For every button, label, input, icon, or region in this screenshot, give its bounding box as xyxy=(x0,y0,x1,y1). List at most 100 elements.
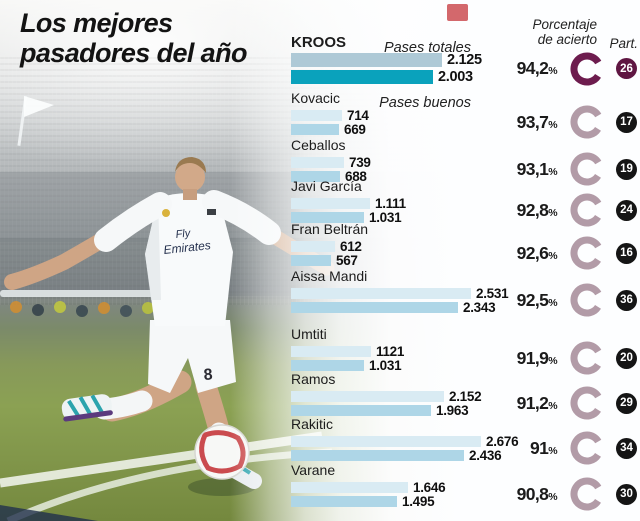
accuracy-ring-icon xyxy=(570,236,604,270)
accuracy-value: 91,9% xyxy=(516,347,558,368)
total-passes-value: 714 xyxy=(347,107,369,123)
accuracy-ring-icon xyxy=(570,283,604,317)
matches-badge: 17 xyxy=(616,111,637,133)
player-row: Varane 1.646 1.495 90,8% 30 xyxy=(291,462,637,511)
accuracy-ring-icon xyxy=(570,152,604,186)
player-name: Fran Beltrán xyxy=(291,221,369,237)
total-passes-value: 2.125 xyxy=(447,52,482,68)
player-name: Kovacic xyxy=(291,90,341,106)
good-passes-value: 2.343 xyxy=(463,299,496,315)
good-passes-value: 567 xyxy=(336,252,358,268)
accuracy-ring-icon xyxy=(570,52,604,85)
player-bars: 714 669 xyxy=(291,107,637,137)
total-passes-bar xyxy=(291,197,370,209)
player-row: Aissa Mandi 2.531 2.343 92,5% 36 xyxy=(291,268,637,317)
matches-badge: 19 xyxy=(616,158,637,180)
player-name: Ramos xyxy=(291,371,336,387)
player-name: Aissa Mandi xyxy=(291,268,368,284)
total-passes-bar xyxy=(291,345,371,357)
accuracy-ring-icon xyxy=(570,193,604,227)
accuracy-ring-icon xyxy=(570,431,604,465)
player-bars: 2.531 2.343 xyxy=(291,285,637,315)
matches-badge: 29 xyxy=(616,392,637,414)
player-name: Rakitic xyxy=(291,416,334,432)
player-bars: 739 688 xyxy=(291,154,637,184)
total-passes-bar xyxy=(291,287,471,299)
accuracy-value: 92,5% xyxy=(516,289,558,310)
player-row: Kovacic 714 669 93,7% 17 xyxy=(291,90,637,139)
player-row: Umtiti 1121 1.031 91,9% 20 xyxy=(291,326,637,375)
player-name: Ceballos xyxy=(291,137,346,153)
accuracy-value: 94,2% xyxy=(516,58,558,78)
good-passes-bar xyxy=(291,449,464,461)
player-row: Javi García 1.111 1.031 92,8% 24 xyxy=(291,178,637,227)
good-passes-bar xyxy=(291,254,331,266)
good-passes-bar xyxy=(291,123,339,135)
player-bars: 1.646 1.495 xyxy=(291,479,637,509)
good-passes-value: 1.031 xyxy=(369,357,402,373)
total-passes-bar xyxy=(291,53,442,67)
good-passes-value: 2.003 xyxy=(438,69,473,85)
title-line1: Los mejores xyxy=(20,8,173,38)
total-passes-bar xyxy=(291,390,444,402)
participation-header: Part. xyxy=(609,36,638,51)
title-line2: pasadores del año xyxy=(20,38,247,68)
accuracy-ring-icon xyxy=(570,477,604,511)
good-passes-value: 2.436 xyxy=(469,447,502,463)
player-bars: 1121 1.031 xyxy=(291,343,637,373)
player-row: Ceballos 739 688 93,1% 19 xyxy=(291,137,637,186)
good-passes-bar xyxy=(291,301,458,313)
total-passes-bar xyxy=(291,240,335,252)
page-title: Los mejores pasadores del año xyxy=(20,8,247,68)
accuracy-value: 92,8% xyxy=(516,199,558,220)
player-name: Javi García xyxy=(291,178,362,194)
accuracy-ring-icon xyxy=(570,386,604,420)
matches-badge: 26 xyxy=(616,58,637,79)
total-passes-value: 612 xyxy=(340,238,362,254)
total-passes-header: Pases totales xyxy=(383,40,471,56)
matches-badge: 34 xyxy=(616,437,637,459)
total-passes-value: 2.676 xyxy=(486,433,519,449)
player-bars: 2.125 2.003 xyxy=(291,52,637,85)
good-passes-bar xyxy=(291,70,433,84)
player-bars: 2.152 1.963 xyxy=(291,388,637,418)
accuracy-value: 90,8% xyxy=(516,483,558,504)
accuracy-ring-icon xyxy=(570,105,604,139)
player-row: Fran Beltrán 612 567 92,6% 16 xyxy=(291,221,637,270)
total-passes-value: 1.646 xyxy=(413,479,446,495)
player-name: KROOS xyxy=(291,34,347,51)
accuracy-value: 92,6% xyxy=(516,242,558,263)
matches-badge: 20 xyxy=(616,347,637,369)
matches-badge: 36 xyxy=(616,289,637,311)
total-passes-value: 1.111 xyxy=(375,195,406,211)
good-passes-bar xyxy=(291,170,340,182)
good-passes-value: 1.963 xyxy=(436,402,469,418)
total-passes-value: 2.152 xyxy=(449,388,482,404)
total-passes-value: 2.531 xyxy=(476,285,509,301)
good-passes-value: 1.031 xyxy=(369,209,402,225)
good-passes-header: Pases buenos xyxy=(379,95,471,111)
passes-chart: Pases totales Pases buenos Porcentaje de… xyxy=(285,0,640,521)
good-passes-value: 669 xyxy=(344,121,366,137)
jumbotron-red-screen xyxy=(447,4,468,21)
accuracy-value: 93,7% xyxy=(516,111,558,132)
total-passes-bar xyxy=(291,109,342,121)
accuracy-ring-icon xyxy=(570,341,604,375)
good-passes-value: 688 xyxy=(345,168,367,184)
player-name: Varane xyxy=(291,462,336,478)
player-bars: 2.676 2.436 xyxy=(291,433,637,463)
matches-badge: 30 xyxy=(616,483,637,505)
accuracy-value: 93,1% xyxy=(516,158,558,179)
total-passes-bar xyxy=(291,156,344,168)
total-passes-value: 1121 xyxy=(376,343,405,359)
player-name: Umtiti xyxy=(291,326,327,342)
good-passes-bar xyxy=(291,495,397,507)
accuracy-header: Porcentaje de acierto xyxy=(532,17,597,47)
total-passes-bar xyxy=(291,481,408,493)
accuracy-value: 91% xyxy=(529,437,558,458)
good-passes-value: 1.495 xyxy=(402,493,435,509)
good-passes-bar xyxy=(291,404,431,416)
good-passes-bar xyxy=(291,359,364,371)
total-passes-value: 739 xyxy=(349,154,371,170)
accuracy-value: 91,2% xyxy=(516,392,558,413)
